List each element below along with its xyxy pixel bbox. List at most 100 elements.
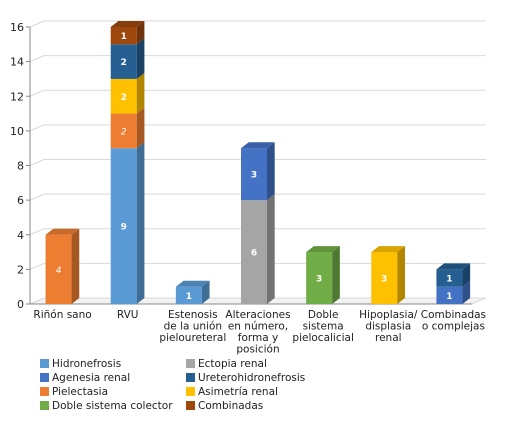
category-label-line: RVU [117,309,139,321]
gridline-side [29,124,45,132]
bar-front [306,252,333,304]
data-label: 6 [251,249,257,259]
bar-side [462,280,471,304]
bar-side [267,142,275,201]
y-tick-label: 0 [17,298,24,311]
bar-side [136,72,145,114]
bar-segment [241,194,275,304]
bar-top [110,21,145,27]
data-label: 9 [121,223,127,233]
gridline-side [29,55,45,63]
legend-item: Doble sistema colector [40,400,173,412]
bar-top [306,246,340,253]
category-label-line: de la unión [164,321,222,333]
bar-side [462,263,471,287]
legend-label: Ureterohidronefrosis [198,372,305,384]
category-label-line: sistema [303,321,344,333]
gridline-side [29,89,45,97]
gridline-side [29,262,45,270]
bar-segment [110,72,145,114]
bar-top [371,246,405,253]
y-tick-label: 8 [17,160,24,173]
legend-label: Asimetría renal [198,386,278,398]
legend-swatch [186,401,195,410]
legend-swatch [186,387,195,396]
legend-label: Doble sistema colector [52,400,173,412]
bar-front [110,113,137,149]
y-tick-label: 16 [10,21,24,34]
legend-label: Combinadas [198,400,263,412]
bar-front [45,234,72,304]
legend-swatch [186,373,195,382]
category-label: Combinadas o complejas [421,309,486,333]
category-label-line: pieloureteral [159,332,226,344]
category-label-line: Doble [308,309,339,321]
bar-top [436,263,471,270]
bar-front [110,44,137,79]
category-label: Hipoplasia/displasia renal [359,309,418,344]
category-label-line: renal [375,332,402,344]
category-label-line: Hipoplasia/ [359,309,418,321]
category-label-line: Estenosis [168,309,218,321]
category-label: Alteraciones en número, forma y posición [225,309,290,356]
category-label-line: posición [236,344,279,356]
bar-top [175,280,210,287]
bar-top [45,228,80,235]
category-label-line: Alteraciones [225,309,290,321]
data-label: 1 [446,292,452,302]
gridline-side [29,20,45,28]
data-label: 1 [186,292,192,302]
data-label: 3 [251,171,257,181]
legend-item: Ureterohidronefrosis [186,372,305,384]
legend-swatch [40,373,49,382]
category-label: Doble sistema pielocalicial [292,309,353,344]
bar-segment [110,21,145,45]
bar-segment [306,246,340,304]
category-label: Riñón sano [33,309,91,321]
data-label: 3 [381,275,387,285]
category-label-line: o complejas [422,321,485,333]
y-tick-label: 12 [10,90,24,103]
bar-side [397,246,405,304]
category-label-line: forma y [238,332,278,344]
bar-side [136,107,145,149]
gridline-side [29,228,45,236]
gridline-side [29,159,45,166]
category-label: Estenosis de la unión pieloureteral [159,309,226,344]
bar-front [436,269,463,287]
y-tick-label: 14 [10,56,24,69]
bar-segment [241,142,275,201]
y-tick-label: 6 [17,194,24,207]
legend-label: Agenesia renal [52,372,130,384]
legend-label: Hidronefrosis [52,358,121,370]
y-tick-label: 10 [10,125,24,138]
bar-front [371,252,398,304]
bar-front [110,27,137,45]
gridline-side [29,193,45,201]
data-label: 2 [121,93,127,103]
legend-item: Combinadas [186,400,263,412]
legend-item: Agenesia renal [40,372,130,384]
legend-item: Ectopia renal [186,358,267,370]
data-label: 2 [121,127,127,137]
bar-side [71,228,80,304]
bar-segment [436,280,471,304]
y-tick-label: 4 [17,229,24,242]
legend-swatch [186,359,195,368]
bar-front [241,148,267,201]
legend-swatch [40,401,49,410]
bar-front [175,286,202,304]
legend-label: Ectopia renal [198,358,267,370]
legend-swatch [40,387,49,396]
bar-segment [436,263,471,287]
bar-front [241,200,267,304]
bar-side [136,142,145,304]
bar-side [201,280,210,304]
bar-segment [110,142,145,304]
bar-front [110,148,137,304]
bar-segment [175,280,210,304]
y-tick-label: 2 [17,263,24,276]
category-label-line: Riñón sano [33,309,91,321]
legend: Hidronefrosis Agenesia renal Pielectasia Do… [40,358,305,412]
